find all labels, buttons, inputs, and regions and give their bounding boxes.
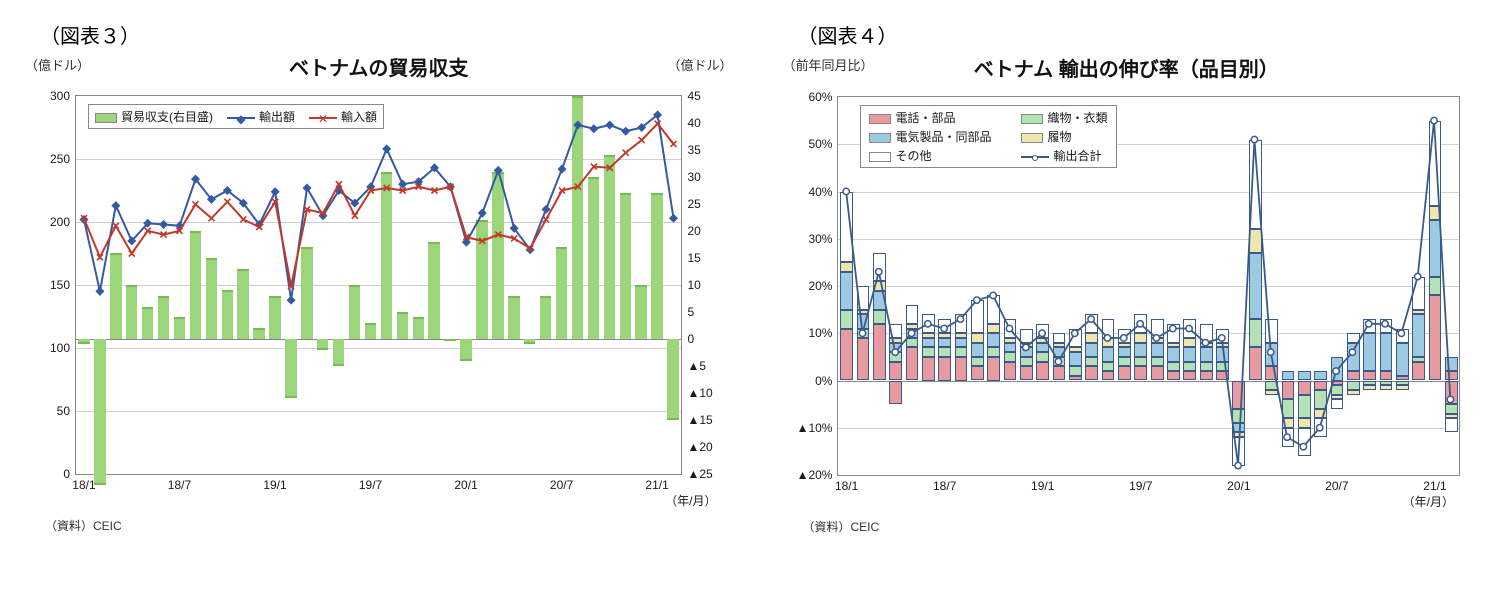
left-axis-unit-4: （前年同月比）: [782, 58, 873, 73]
chart-3-plot: 貿易収支(右目盛) ◆輸出額 ✕輸入額 （年/月） 05010015020025…: [75, 95, 682, 475]
chart-4-plot: 電話・部品 織物・衣類 電気製品・同部品 履物 その他 輸出合計 （年/月） ▲…: [837, 96, 1460, 476]
figure-3-label: （図表３）: [40, 20, 737, 49]
left-axis-unit: （億ドル）: [25, 55, 90, 74]
chart-3-legend: 貿易収支(右目盛) ◆輸出額 ✕輸入額: [88, 104, 384, 129]
chart-4-source: （資料）CEIC: [802, 518, 1475, 535]
figure-4-label: （図表４）: [797, 20, 1475, 49]
chart-4-title: ベトナム 輸出の伸び率（品目別）: [777, 53, 1475, 82]
right-axis-unit: （億ドル）: [667, 55, 732, 74]
chart-3-title: ベトナムの貿易収支: [20, 52, 737, 81]
chart-3-source: （資料）CEIC: [45, 517, 737, 534]
chart-4-legend: 電話・部品 織物・衣類 電気製品・同部品 履物 その他 輸出合計: [860, 105, 1116, 168]
figure-4: （図表４） （前年同月比） ベトナム 輸出の伸び率（品目別） 電話・部品 織物・…: [777, 20, 1475, 535]
figure-3: （図表３） （億ドル） （億ドル） ベトナムの貿易収支 貿易収支(右目盛) ◆輸…: [20, 20, 737, 535]
